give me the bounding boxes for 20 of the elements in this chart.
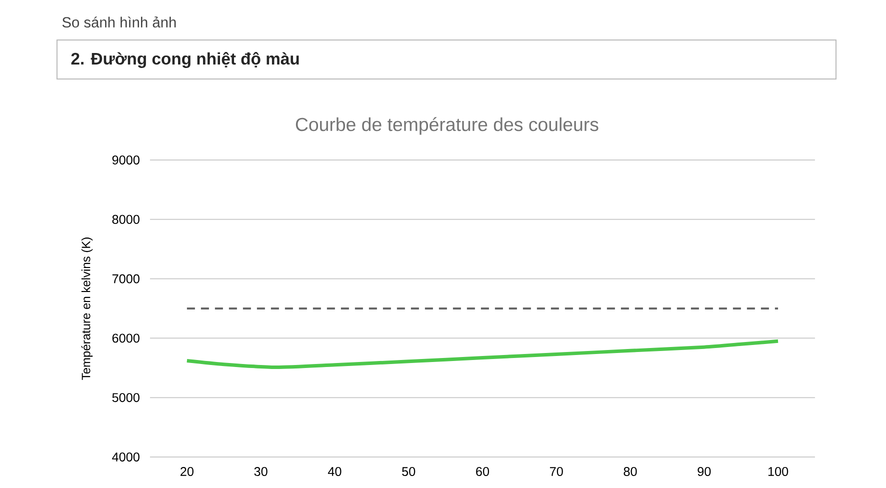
y-tick-label: 8000 (112, 214, 140, 224)
x-tick-label: 80 (624, 467, 637, 476)
y-axis-title: Température en kelvins (K) (81, 238, 93, 380)
x-tick-label: 20 (180, 467, 194, 476)
y-tick-label: 9000 (112, 156, 140, 164)
x-tick-label: 60 (476, 467, 490, 476)
x-tick-label: 90 (698, 467, 711, 476)
x-tick-label: 100 (768, 467, 788, 476)
y-tick-label: 7000 (112, 274, 140, 284)
line-series (185, 339, 780, 370)
y-tick-label: 6000 (112, 334, 140, 343)
y-tick-label: 4000 (112, 452, 140, 462)
chart-title: Courbe de température des couleurs (296, 117, 598, 135)
text: So sánh hình ảnh (62, 16, 176, 28)
x-tick-label: 40 (328, 467, 342, 476)
text: 2. Đường cong nhiệt độ màu (71, 52, 299, 68)
y-tick-label: 5000 (112, 393, 140, 402)
x-tick-label: 30 (254, 467, 268, 476)
x-tick-label: 50 (402, 467, 416, 476)
x-tick-label: 70 (550, 467, 563, 476)
